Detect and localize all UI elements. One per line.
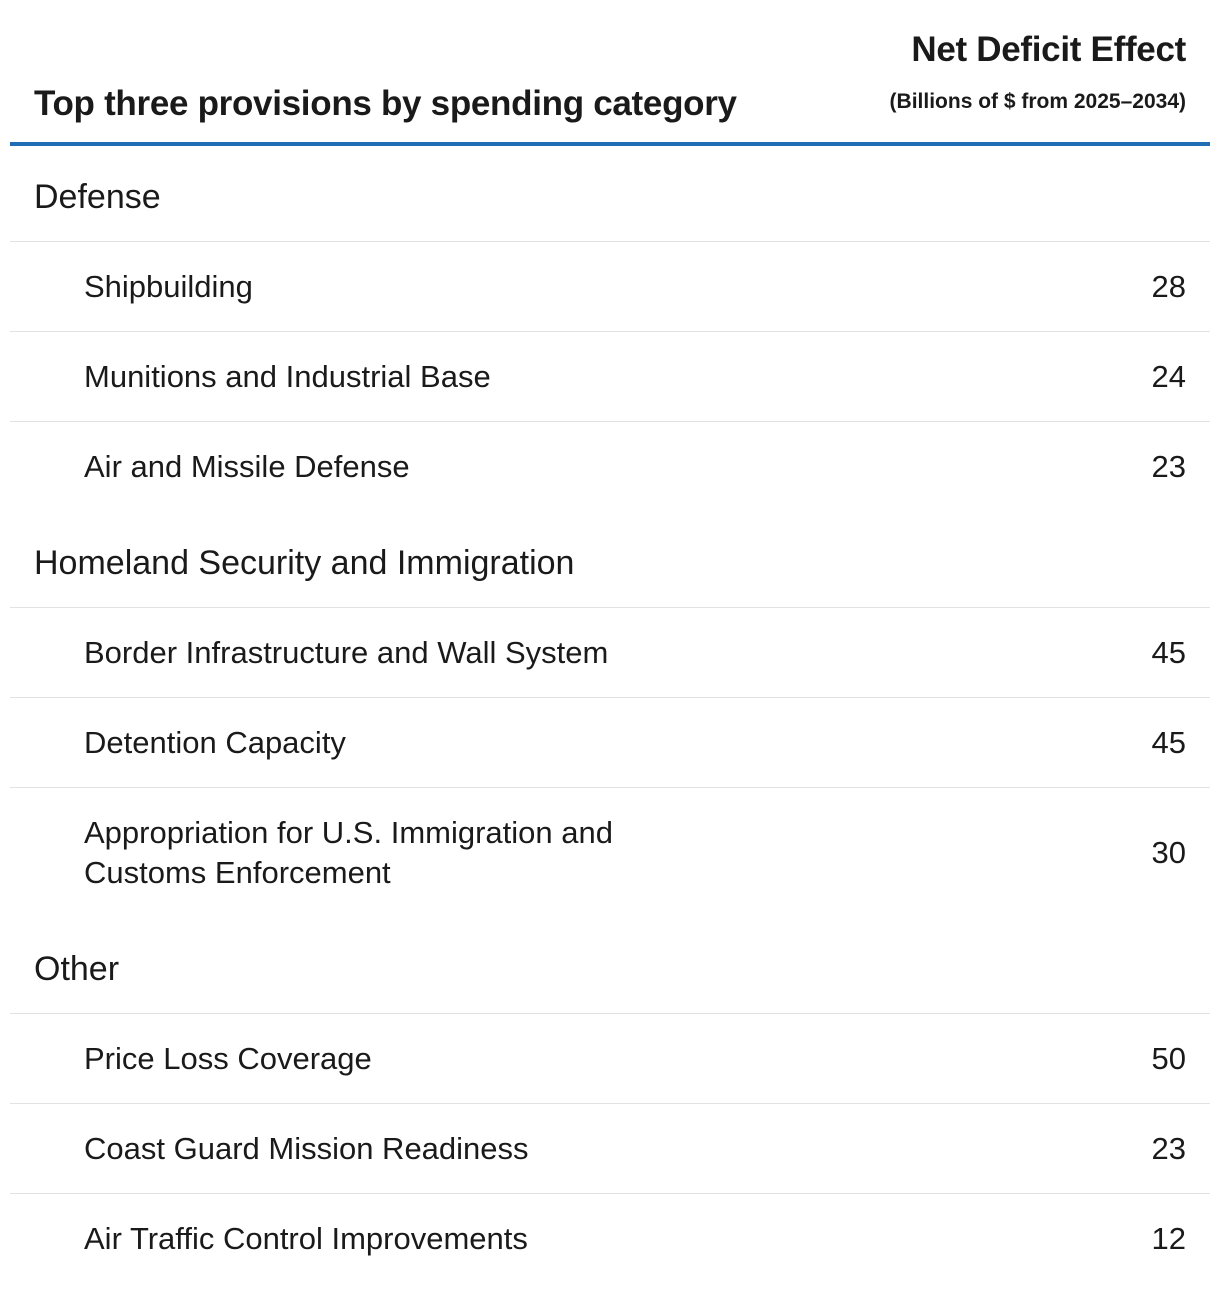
provision-label: Detention Capacity (84, 724, 346, 760)
table-row: Price Loss Coverage 50 (10, 1014, 1210, 1104)
provision-label: Appropriation for U.S. Immigration and C… (84, 815, 613, 890)
table-header: Top three provisions by spending categor… (10, 0, 1210, 146)
provision-label: Price Loss Coverage (84, 1040, 372, 1076)
provision-label: Shipbuilding (84, 268, 253, 304)
category-header-other: Other (10, 918, 1210, 1014)
provision-label: Coast Guard Mission Readiness (84, 1130, 529, 1166)
category-label: Defense (34, 178, 161, 216)
provision-value: 12 (1151, 1221, 1186, 1256)
provisions-table: Top three provisions by spending categor… (10, 0, 1210, 1284)
provision-value: 45 (1151, 634, 1186, 670)
value-column-subheader: (Billions of $ from 2025–2034) (889, 90, 1186, 113)
category-label: Other (34, 950, 120, 988)
table-row: Air Traffic Control Improvements 12 (10, 1194, 1210, 1284)
table-row: Coast Guard Mission Readiness 23 (10, 1104, 1210, 1194)
category-header-homeland-security: Homeland Security and Immigration (10, 512, 1210, 608)
provision-value: 30 (1151, 835, 1186, 870)
provision-label: Border Infrastructure and Wall System (84, 634, 609, 670)
table-row: Air and Missile Defense 23 (10, 422, 1210, 512)
table-row: Munitions and Industrial Base 24 (10, 332, 1210, 422)
category-header-defense: Defense (10, 146, 1210, 242)
provision-label: Air Traffic Control Improvements (84, 1221, 528, 1256)
provision-label: Air and Missile Defense (84, 449, 410, 484)
table-row: Border Infrastructure and Wall System 45 (10, 608, 1210, 698)
table-row: Shipbuilding 28 (10, 242, 1210, 332)
provision-label: Munitions and Industrial Base (84, 358, 491, 394)
table-title: Top three provisions by spending categor… (34, 84, 737, 123)
provision-value: 28 (1151, 268, 1186, 304)
table-row: Detention Capacity 45 (10, 698, 1210, 788)
provision-value: 50 (1151, 1040, 1186, 1076)
provision-value: 23 (1151, 449, 1186, 484)
category-label: Homeland Security and Immigration (34, 544, 575, 582)
provision-value: 23 (1151, 1130, 1186, 1166)
table-row: Appropriation for U.S. Immigration and C… (10, 788, 1210, 918)
provision-value: 24 (1151, 358, 1186, 394)
value-column-header: Net Deficit Effect (911, 30, 1186, 69)
provision-value: 45 (1151, 724, 1186, 760)
